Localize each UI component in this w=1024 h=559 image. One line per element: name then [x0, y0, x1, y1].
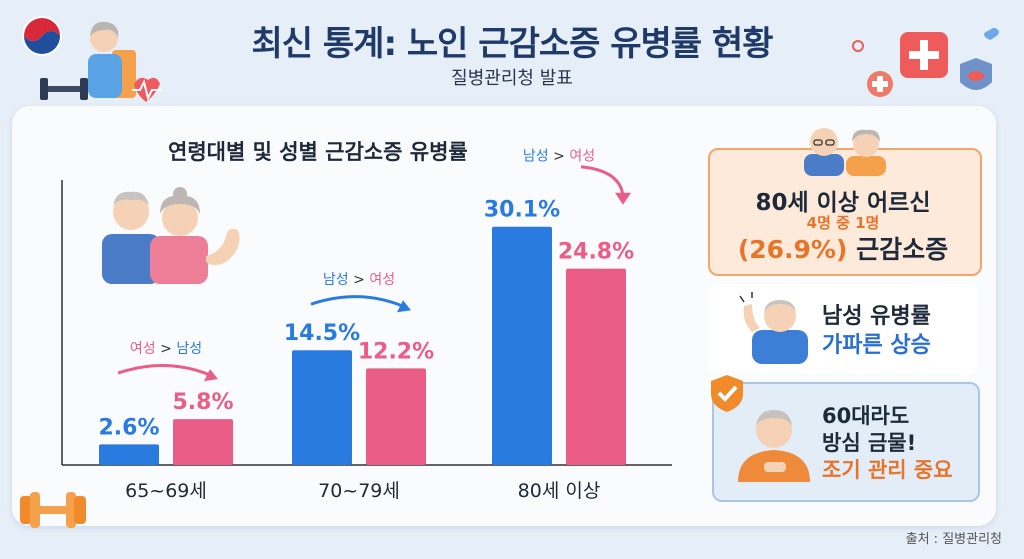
annotation-arrowhead-2: [615, 192, 631, 205]
x-tick-label-1: 70~79세: [318, 480, 400, 502]
annotation-0: 여성 > 남성: [130, 341, 202, 357]
data-label-female-2: 24.8%: [558, 240, 634, 265]
data-label-male-0: 2.6%: [98, 415, 159, 440]
annotation-1: 남성 > 여성: [323, 272, 395, 288]
bar-male-2: [492, 226, 552, 465]
strong-elderly-man-illustration: [739, 292, 808, 364]
box2-line1: 남성 유병률: [822, 304, 931, 329]
annotation-arrowhead-0: [204, 369, 218, 382]
government-emblem-icon: [22, 16, 62, 56]
page-title: 최신 통계: 노인 근감소증 유병률 현황: [251, 24, 774, 64]
bar-chart: 2.6% 5.8% 65~69세 여성 > 남성 14.5%12.2% 70~79세 남성 …: [61, 149, 672, 502]
x-tick-label-2: 80세 이상: [518, 480, 601, 502]
summary-box-60s: [712, 382, 980, 502]
annotation-arrow-2: [580, 165, 625, 197]
exercising-woman-illustration: [40, 21, 162, 102]
data-label-female-1: 12.2%: [358, 339, 434, 364]
bar-male-0: [99, 444, 159, 465]
medical-icons-illustration: [852, 28, 999, 97]
bar-male-1: [292, 350, 352, 465]
summary-box-80plus: [708, 148, 982, 276]
data-label-male-2: 30.1%: [484, 198, 560, 223]
header: 최신 통계: 노인 근감소증 유병률 현황 질병관리청 발표: [0, 0, 1024, 108]
dumbbell-icon: [20, 492, 86, 528]
box1-line2: 4명 중 1명: [806, 214, 880, 232]
box3-line3: 조기 관리 중요: [822, 458, 953, 482]
data-label-male-1: 14.5%: [284, 321, 360, 346]
box2-line2: 가파른 상승: [822, 333, 931, 358]
page-subtitle: 질병관리청 발표: [451, 68, 573, 89]
elderly-couple-illustration: [102, 187, 240, 284]
x-tick-label-0: 65~69세: [125, 480, 207, 502]
bar-female-0: [173, 419, 233, 465]
source-note: 출처 : 질병관리청: [905, 532, 1002, 547]
elderly-couple-small-illustration: [804, 128, 886, 176]
bar-female-1: [366, 368, 426, 465]
box1-label: 근감소증: [856, 235, 949, 264]
data-label-female-0: 5.8%: [172, 390, 233, 415]
annotation-2: 남성 > 여성: [523, 149, 595, 165]
box1-percent: (26.9%): [737, 235, 848, 264]
box3-line2: 방심 금물!: [822, 431, 917, 455]
annotation-arrowhead-1: [397, 300, 411, 313]
box3-line1: 60대라도: [822, 404, 910, 428]
chart-title: 연령대별 및 성별 근감소증 유병률: [168, 140, 468, 164]
box1-line3: (26.9%) 근감소증: [708, 230, 978, 266]
box1-line1: 80세 이상 어르신: [755, 190, 931, 216]
bar-female-2: [566, 268, 626, 465]
cautious-elderly-man-illustration: [738, 410, 810, 482]
annotation-arrow-0: [117, 364, 211, 377]
shield-check-icon: [711, 375, 743, 412]
annotation-arrow-1: [310, 295, 404, 308]
